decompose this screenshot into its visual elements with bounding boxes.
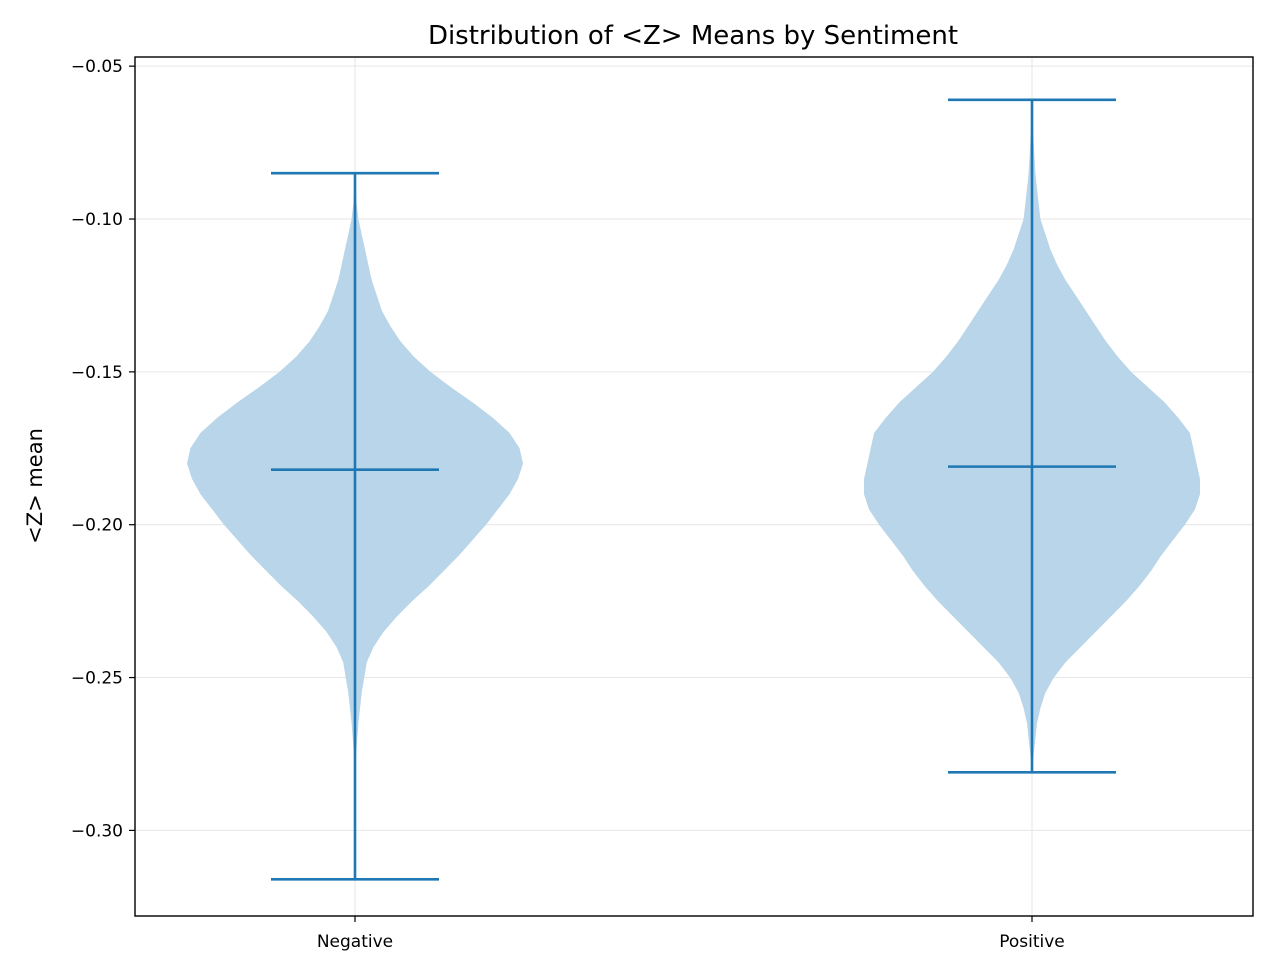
y-tick-label: −0.05 (71, 57, 123, 77)
axes: −0.05 −0.10 −0.15 −0.20 −0.25 −0.30 Negative Po… (71, 57, 1065, 952)
x-tick-label-positive: Positive (999, 932, 1065, 952)
y-tick-label: −0.20 (71, 516, 123, 536)
plot-frame (134, 56, 1254, 917)
chart-title: Distribution of <Z> Means by Sentiment (428, 21, 958, 51)
y-tick-label: −0.10 (71, 210, 123, 230)
y-tick-label: −0.30 (71, 821, 123, 841)
x-tick-label-negative: Negative (317, 932, 393, 952)
y-axis-label: <Z> mean (23, 428, 47, 544)
violins (187, 99, 1200, 880)
whiskers (271, 98, 1116, 881)
y-tick-label: −0.25 (71, 669, 123, 689)
y-tick-label: −0.15 (71, 363, 123, 383)
